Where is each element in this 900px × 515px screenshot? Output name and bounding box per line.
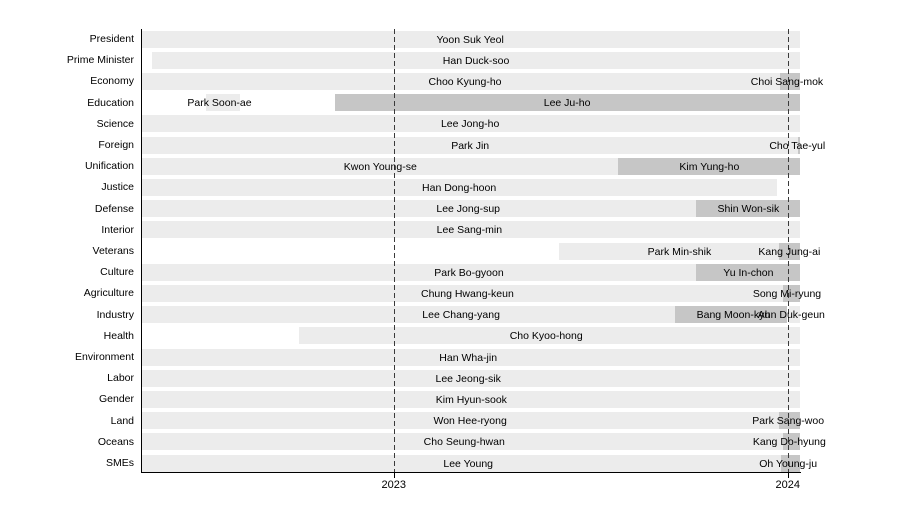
ministry-axis-label: Science bbox=[96, 117, 134, 130]
ministry-axis-label: Environment bbox=[75, 350, 134, 363]
ministry-axis-label: Labor bbox=[107, 371, 134, 384]
x-axis-line bbox=[141, 471, 801, 473]
minister-name-label: Han Dong-hoon bbox=[422, 181, 497, 194]
tenure-bar bbox=[779, 412, 800, 430]
tenure-bar bbox=[789, 306, 800, 324]
ministry-axis-label: Education bbox=[87, 96, 134, 109]
minister-name-label: Ahn Duk-geun bbox=[757, 308, 825, 321]
ministry-axis-label: Prime Minister bbox=[66, 53, 134, 66]
tenure-bar bbox=[141, 157, 619, 175]
minister-name-label: Park Jin bbox=[451, 139, 490, 152]
tenure-bar bbox=[780, 72, 800, 90]
minister-name-label: Won Hee-ryong bbox=[433, 414, 507, 427]
tenure-bar bbox=[141, 263, 697, 281]
tenure-bar bbox=[798, 136, 800, 154]
tenure-bar bbox=[779, 242, 800, 260]
tenure-bar bbox=[141, 72, 781, 90]
minister-name-label: Lee Jong-sup bbox=[436, 202, 501, 215]
tenure-bar bbox=[141, 454, 782, 472]
minister-name-label: Shin Won-sik bbox=[717, 202, 780, 215]
tenure-bar bbox=[783, 433, 800, 451]
minister-name-label: Kim Yung-ho bbox=[679, 160, 740, 173]
ministry-axis-label: Health bbox=[103, 329, 134, 342]
tenure-bar bbox=[335, 94, 800, 112]
ministry-axis-label: Foreign bbox=[98, 138, 134, 151]
minister-name-label: Cho Kyoo-hong bbox=[509, 330, 583, 343]
x-axis-tick-label: 2024 bbox=[775, 479, 801, 491]
tenure-bar bbox=[696, 263, 800, 281]
minister-name-label: Lee Chang-yang bbox=[422, 308, 500, 321]
tenure-bar bbox=[141, 369, 800, 387]
tenure-bar bbox=[781, 454, 800, 472]
ministry-axis-label: Culture bbox=[100, 265, 134, 278]
minister-name-label: Kwon Young-se bbox=[343, 160, 417, 173]
tenure-bar bbox=[141, 221, 800, 239]
tenure-bar bbox=[141, 200, 697, 218]
x-axis-tick bbox=[393, 472, 395, 478]
minister-name-label: Lee Jeong-sik bbox=[435, 372, 501, 385]
ministry-axis-label: Industry bbox=[96, 308, 134, 321]
ministry-axis-label: Economy bbox=[90, 75, 134, 88]
ministry-axis-label: Agriculture bbox=[83, 287, 134, 300]
ministry-axis-label: Defense bbox=[94, 202, 134, 215]
minister-name-label: Song Mi-ryung bbox=[752, 287, 822, 300]
tenure-bar bbox=[299, 327, 800, 345]
tenure-bar bbox=[152, 51, 800, 69]
ministry-axis-label: Unification bbox=[84, 159, 134, 172]
minister-name-label: Yu In-chon bbox=[723, 266, 774, 279]
minister-name-label: Han Wha-jin bbox=[439, 351, 498, 364]
minister-name-label: Lee Ju-ho bbox=[543, 96, 591, 109]
minister-name-label: Cho Tae-yul bbox=[769, 139, 826, 152]
minister-name-label: Chung Hwang-keun bbox=[420, 287, 514, 300]
ministry-axis-label: President bbox=[89, 32, 134, 45]
minister-name-label: Choi Sang-mok bbox=[750, 75, 824, 88]
minister-name-label: Bang Moon-kyu bbox=[696, 308, 771, 321]
tenure-bar bbox=[783, 284, 800, 302]
tenure-bar bbox=[141, 115, 800, 133]
minister-name-label: Kang Jung-ai bbox=[758, 245, 821, 258]
minister-name-label: Lee Sang-min bbox=[436, 224, 503, 237]
ministry-axis-label: Veterans bbox=[92, 244, 134, 257]
minister-name-label: Han Duck-soo bbox=[442, 54, 510, 67]
tenure-bar bbox=[141, 30, 800, 48]
tenure-bar bbox=[141, 178, 778, 196]
minister-name-label: Lee Jong-ho bbox=[440, 118, 500, 131]
tenure-bar bbox=[141, 284, 784, 302]
y-axis-line bbox=[141, 29, 142, 473]
tenure-bar bbox=[141, 136, 799, 154]
minister-name-label: Cho Seung-hwan bbox=[423, 436, 505, 449]
minister-name-label: Park Bo-gyoon bbox=[434, 266, 504, 279]
minister-name-label: Park Soon-ae bbox=[187, 96, 252, 109]
ministry-axis-label: Oceans bbox=[97, 435, 134, 448]
tenure-bar bbox=[618, 157, 800, 175]
minister-name-label: Oh Young-ju bbox=[759, 457, 818, 470]
minister-name-label: Park Min-shik bbox=[647, 245, 712, 258]
minister-name-label: Kang Do-hyung bbox=[752, 436, 826, 449]
tenure-bar bbox=[141, 348, 800, 366]
tenure-bar bbox=[559, 242, 780, 260]
x-axis-tick-label: 2023 bbox=[381, 479, 406, 491]
minister-name-label: Choo Kyung-ho bbox=[428, 75, 502, 88]
ministry-axis-label: Gender bbox=[98, 393, 134, 406]
tenure-bar bbox=[696, 200, 800, 218]
tenure-bar bbox=[141, 433, 784, 451]
year-gridline bbox=[393, 29, 395, 472]
minister-name-label: Kim Hyun-sook bbox=[435, 393, 507, 406]
year-gridline bbox=[787, 29, 789, 472]
ministry-axis-label: Justice bbox=[101, 181, 134, 194]
minister-name-label: Park Sang-woo bbox=[752, 414, 825, 427]
minister-name-label: Lee Young bbox=[443, 457, 494, 470]
ministry-axis-label: Land bbox=[110, 414, 134, 427]
x-axis-tick bbox=[787, 472, 789, 478]
tenure-bar bbox=[141, 390, 800, 408]
tenure-bar bbox=[141, 306, 676, 324]
tenure-bar bbox=[141, 412, 780, 430]
ministry-axis-label: Interior bbox=[101, 223, 134, 236]
ministry-axis-label: SMEs bbox=[105, 456, 134, 469]
minister-name-label: Yoon Suk Yeol bbox=[436, 33, 504, 46]
tenure-bar bbox=[675, 306, 787, 324]
tenure-bar bbox=[206, 94, 240, 112]
